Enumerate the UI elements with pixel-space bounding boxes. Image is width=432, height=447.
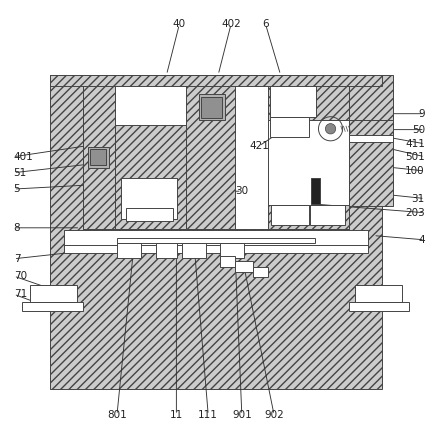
Text: 11: 11: [170, 410, 183, 420]
Text: 7: 7: [14, 254, 20, 264]
Bar: [83, 75, 349, 229]
Text: 100: 100: [405, 166, 425, 176]
Bar: [268, 205, 349, 229]
Circle shape: [325, 124, 336, 134]
Text: 402: 402: [221, 19, 241, 29]
Bar: [349, 135, 393, 142]
Bar: [88, 147, 109, 168]
Bar: [64, 229, 368, 246]
Text: 902: 902: [264, 410, 284, 420]
Bar: [355, 285, 402, 302]
Bar: [115, 125, 186, 229]
Bar: [117, 243, 141, 258]
Text: 203: 203: [405, 208, 425, 218]
Text: 51: 51: [14, 168, 27, 178]
Text: 8: 8: [14, 223, 20, 233]
Text: 801: 801: [107, 410, 127, 420]
Bar: [253, 266, 268, 277]
Text: 20: 20: [160, 214, 173, 224]
Bar: [268, 75, 349, 120]
Bar: [126, 208, 173, 221]
Text: 901: 901: [232, 410, 252, 420]
Bar: [30, 285, 77, 302]
Bar: [117, 238, 315, 243]
Bar: [121, 178, 177, 219]
Bar: [90, 149, 106, 165]
Bar: [50, 75, 382, 86]
Bar: [156, 243, 177, 258]
Text: 5: 5: [14, 184, 20, 194]
Bar: [201, 97, 222, 118]
Bar: [186, 75, 235, 229]
Bar: [268, 75, 349, 229]
Text: 21: 21: [160, 201, 173, 211]
Text: 401: 401: [14, 152, 33, 162]
Text: 30: 30: [235, 186, 248, 196]
Bar: [270, 78, 316, 117]
Text: 70: 70: [14, 271, 27, 281]
Text: 421: 421: [249, 141, 269, 151]
Text: 50: 50: [412, 125, 425, 135]
Bar: [181, 243, 206, 258]
Text: 31: 31: [412, 194, 425, 203]
Bar: [199, 94, 225, 120]
Bar: [271, 205, 309, 225]
Text: 9: 9: [418, 109, 425, 119]
Bar: [310, 205, 345, 225]
Bar: [311, 178, 320, 204]
Bar: [64, 245, 368, 253]
Text: 6: 6: [262, 19, 269, 29]
Bar: [349, 120, 393, 206]
Bar: [22, 302, 83, 312]
Bar: [220, 243, 245, 258]
Bar: [349, 75, 393, 120]
Text: 4: 4: [418, 235, 425, 245]
Text: 501: 501: [405, 152, 425, 162]
Bar: [235, 261, 253, 272]
Bar: [50, 75, 382, 389]
Bar: [349, 302, 409, 312]
Text: 40: 40: [173, 19, 186, 29]
Bar: [83, 75, 115, 229]
Bar: [270, 117, 308, 137]
Bar: [220, 256, 235, 266]
Text: 71: 71: [14, 289, 27, 299]
Text: 111: 111: [198, 410, 218, 420]
Text: 411: 411: [405, 139, 425, 149]
